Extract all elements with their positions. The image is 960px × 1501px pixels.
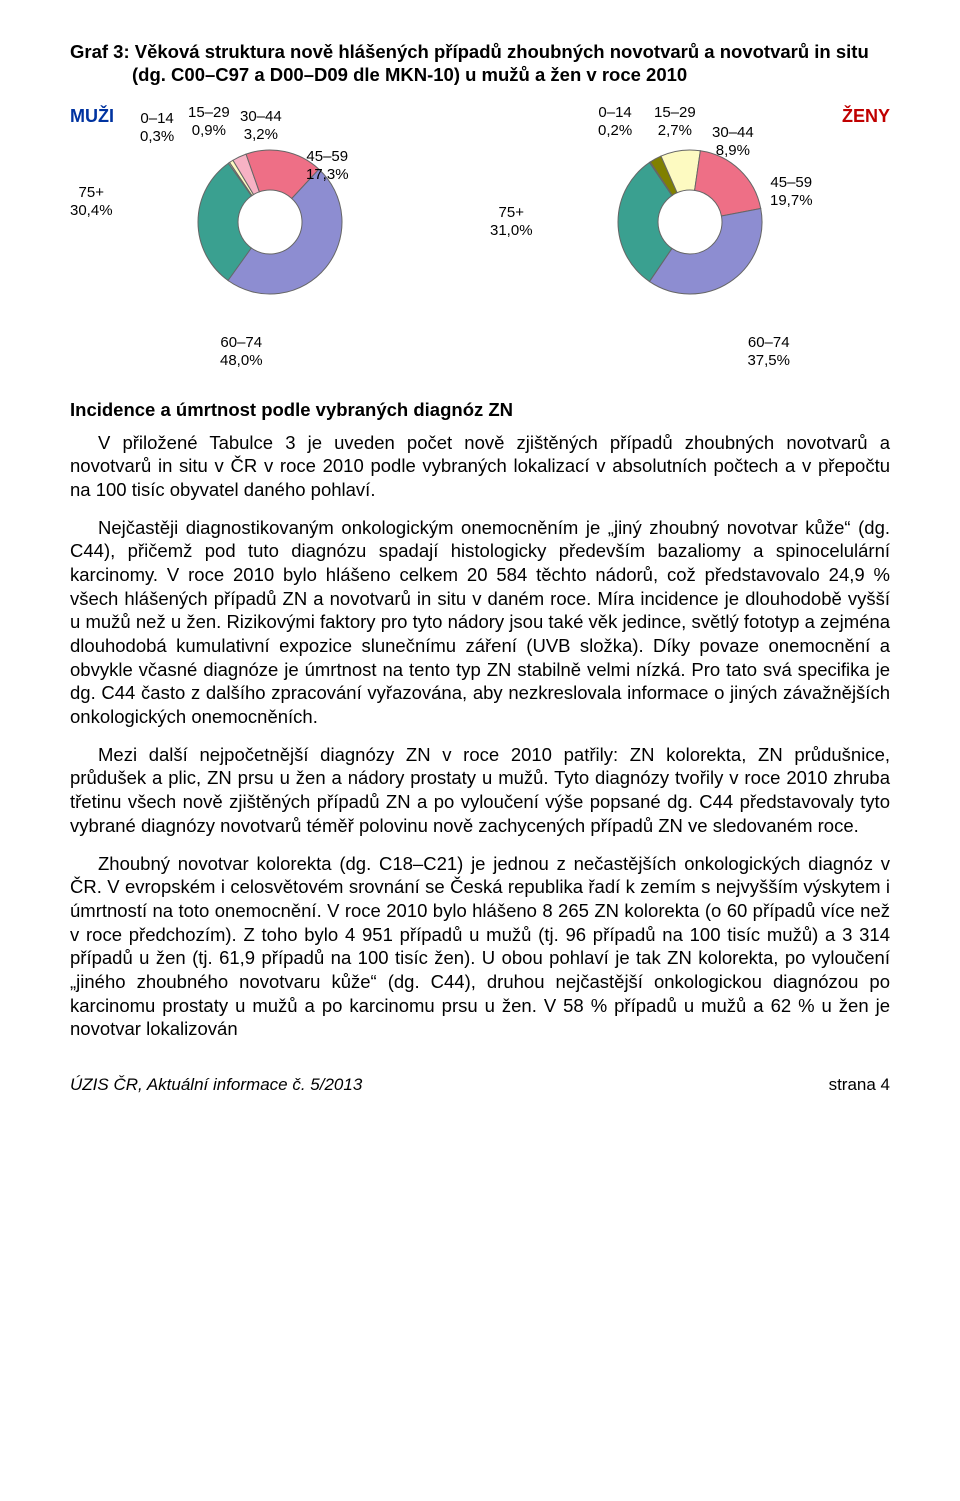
paragraph: V přiložené Tabulce 3 je uveden počet no…	[70, 431, 890, 502]
page-footer: ÚZIS ČR, Aktuální informace č. 5/2013 st…	[70, 1075, 890, 1095]
section-heading: Incidence a úmrtnost podle vybraných dia…	[70, 399, 890, 421]
seg-label-15–29: 15–290,9%	[188, 104, 230, 139]
male-6074-label: 60–7448,0%	[220, 334, 263, 369]
charts-row: MUŽI 75+30,4%0–140,3%15–290,9%30–443,2%4…	[70, 104, 890, 324]
seg-label-45–59: 45–5917,3%	[306, 148, 349, 183]
paragraph: Nejčastěji diagnostikovaným onkologickým…	[70, 516, 890, 729]
title-line1: Graf 3: Věková struktura nově hlášených …	[70, 41, 869, 62]
seg-label-15–29: 15–292,7%	[654, 104, 696, 139]
body-text: V přiložené Tabulce 3 je uveden počet no…	[70, 431, 890, 1041]
paragraph: Zhoubný novotvar kolorekta (dg. C18–C21)…	[70, 852, 890, 1041]
donut-segment-45–59	[695, 151, 761, 216]
seg-label-30–44: 30–448,9%	[712, 124, 754, 159]
seg-label-45–59: 45–5919,7%	[770, 174, 813, 209]
seg-label-75+: 75+30,4%	[70, 184, 113, 219]
footer-left: ÚZIS ČR, Aktuální informace č. 5/2013	[70, 1075, 362, 1095]
female-6074-label: 60–7437,5%	[747, 334, 790, 369]
title-line2: (dg. C00–C97 a D00–D09 dle MKN-10) u muž…	[70, 63, 890, 86]
male-chart: MUŽI 75+30,4%0–140,3%15–290,9%30–443,2%4…	[70, 104, 470, 324]
female-chart: ŽENY 75+31,0%0–140,2%15–292,7%30–448,9%4…	[490, 104, 890, 324]
seg-label-75+: 75+31,0%	[490, 204, 533, 239]
lower-labels-row: 60–7448,0% 60–7437,5%	[130, 334, 830, 369]
seg-label-30–44: 30–443,2%	[240, 108, 282, 143]
seg-label-0–14: 0–140,3%	[140, 110, 174, 145]
footer-right: strana 4	[829, 1075, 890, 1095]
paragraph: Mezi další nejpočetnější diagnózy ZN v r…	[70, 743, 890, 838]
seg-label-0–14: 0–140,2%	[598, 104, 632, 139]
figure-title: Graf 3: Věková struktura nově hlášených …	[70, 40, 890, 86]
